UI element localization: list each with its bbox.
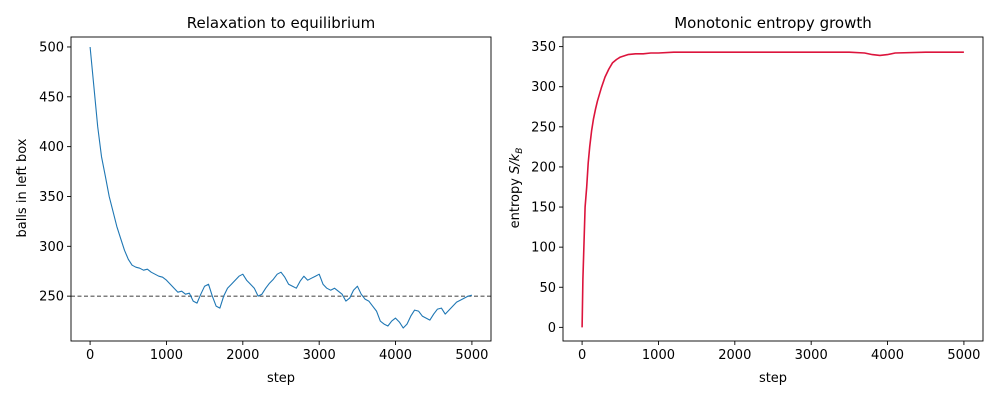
right-x-tick-label: 5000: [947, 348, 980, 363]
left-y-tick-label: 400: [39, 140, 64, 155]
left-y-tick-label: 450: [39, 90, 64, 105]
left-y-tick-label: 300: [39, 240, 64, 255]
right-x-tick-label: 0: [578, 348, 586, 363]
left-x-tick-label: 4000: [379, 348, 412, 363]
left-x-tick-label: 5000: [455, 348, 488, 363]
right-x-tick-label: 2000: [718, 348, 751, 363]
left-axes-frame: [70, 36, 492, 342]
right-y-axis-label: entropy S/kB: [508, 148, 525, 229]
right-y-tick-label: 50: [539, 281, 556, 296]
right-series-line-0: [581, 51, 964, 328]
right-y-axis-label-prefix: entropy: [508, 174, 523, 228]
left-x-tick-label: 2000: [226, 348, 259, 363]
right-axes-frame: [562, 36, 984, 342]
right-x-tick-label: 3000: [795, 348, 828, 363]
right-chart-title: Monotonic entropy growth: [674, 14, 872, 32]
left-x-tick-label: 1000: [150, 348, 183, 363]
right-x-tick-label: 1000: [642, 348, 675, 363]
left-x-tick-label: 3000: [303, 348, 336, 363]
left-y-axis-label: balls in left box: [15, 138, 30, 237]
right-y-tick-label: 150: [531, 201, 556, 216]
right-y-tick-label: 300: [531, 80, 556, 95]
right-y-tick-label: 200: [531, 160, 556, 175]
left-x-tick-label: 0: [86, 348, 94, 363]
right-x-tick-label: 4000: [871, 348, 904, 363]
right-y-axis-label-subscript: B: [515, 148, 525, 154]
right-y-tick-label: 350: [531, 40, 556, 55]
right-y-tick-label: 100: [531, 241, 556, 256]
left-chart: Relaxation to equilibrium step balls in …: [15, 14, 492, 386]
left-y-tick-label: 250: [39, 290, 64, 305]
left-y-tick-label: 500: [39, 40, 64, 55]
left-series-line-0: [89, 46, 473, 329]
left-y-tick-label: 350: [39, 190, 64, 205]
left-chart-title: Relaxation to equilibrium: [187, 14, 375, 32]
right-y-tick-label: 0: [548, 321, 556, 336]
right-y-tick-label: 250: [531, 120, 556, 135]
right-x-axis-label: step: [759, 371, 787, 386]
right-chart: Monotonic entropy growth step entropy S/…: [508, 14, 984, 386]
right-y-axis-label-main: S/k: [508, 153, 523, 174]
left-x-axis-label: step: [267, 371, 295, 386]
